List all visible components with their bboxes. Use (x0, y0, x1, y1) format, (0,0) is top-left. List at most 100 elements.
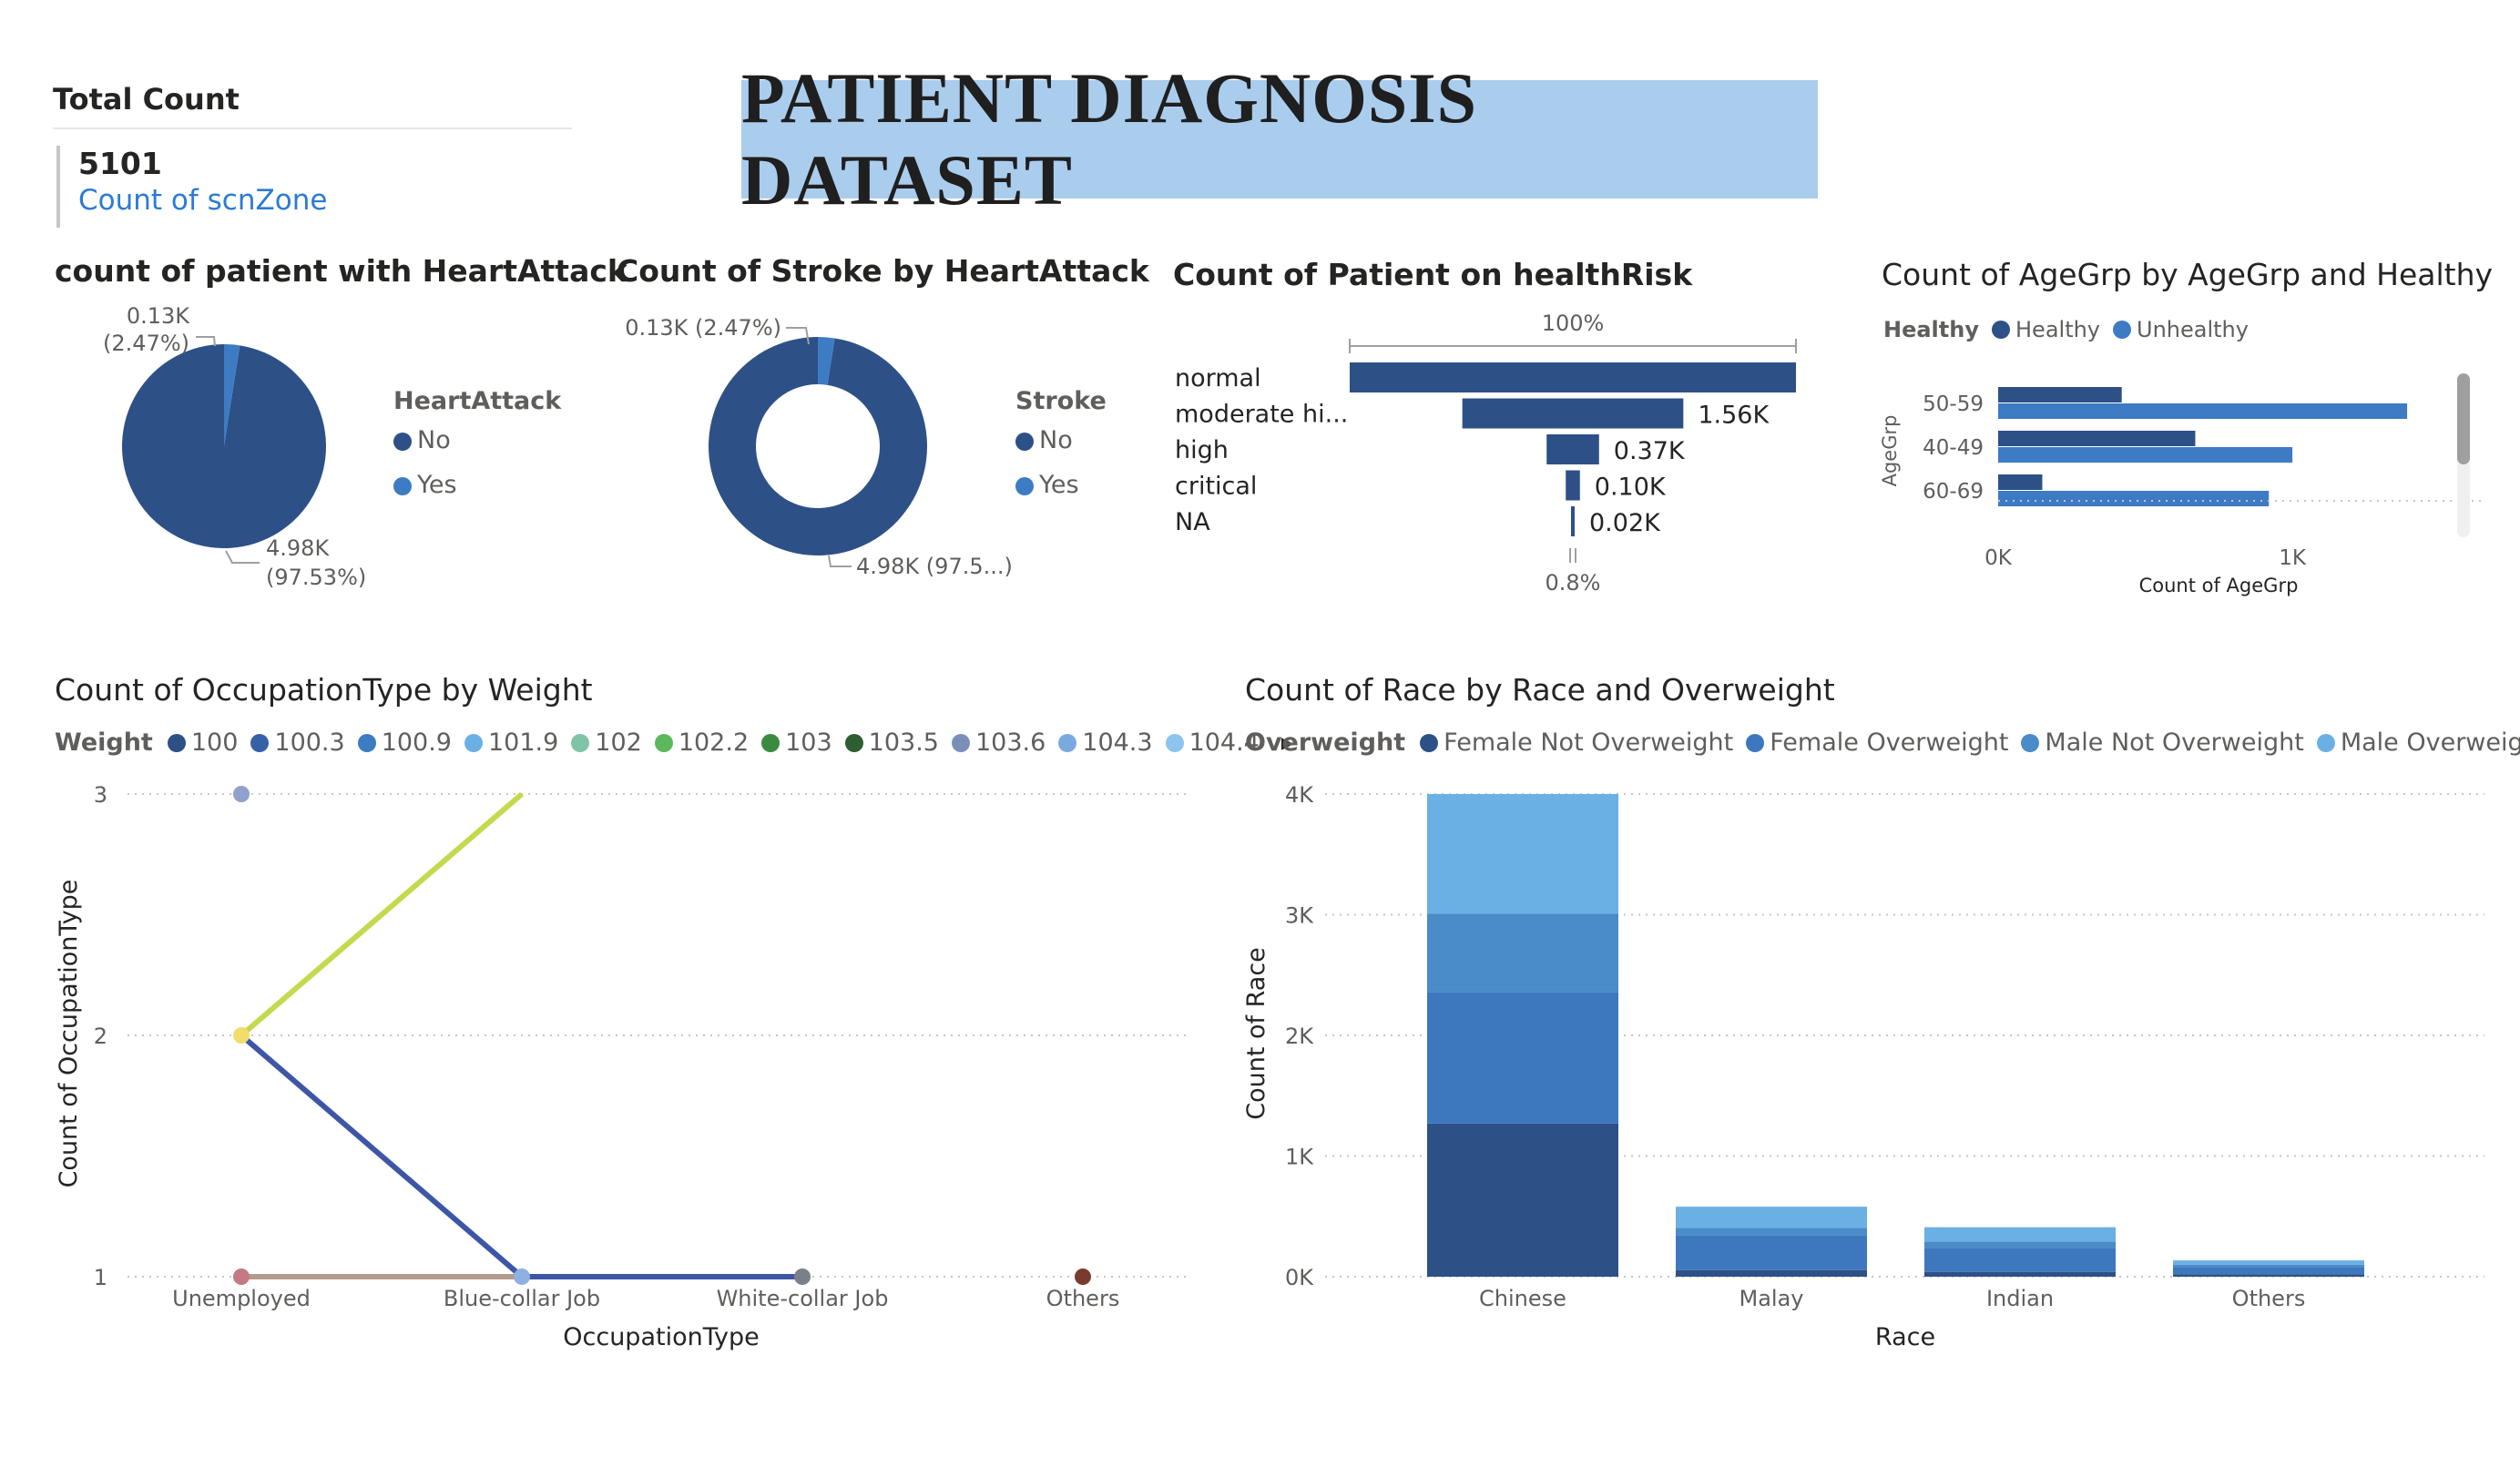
bar-segment (2173, 1260, 2364, 1265)
stroke-legend: Stroke No Yes (1015, 387, 1107, 499)
legend-label: Female Overweight (1770, 728, 2009, 757)
legend-item-weight[interactable]: 102 (571, 728, 642, 757)
agegrp-bar-chart[interactable]: 50-59 40-49 60-69 0K 1K AgeGrp Count of AgeG… (1876, 364, 2486, 610)
pie-label-yes-percent: (2.47%) (103, 331, 189, 356)
legend-item-healthy[interactable]: Healthy (1992, 317, 2100, 342)
bar-segment (2173, 1274, 2364, 1277)
legend-dot (393, 432, 412, 451)
race-chart-title: Count of Race by Race and Overweight (1245, 672, 1835, 708)
x-tick-label: Others (2232, 1286, 2306, 1311)
bar-segment (1924, 1227, 2116, 1242)
bar-healthy (1998, 474, 2043, 490)
legend-item-yes[interactable]: Yes (1015, 471, 1107, 499)
x-tick-label: Indian (1986, 1286, 2054, 1311)
x-axis-title: OccupationType (563, 1323, 759, 1351)
legend-item-unhealthy[interactable]: Unhealthy (2113, 317, 2249, 342)
legend-item-weight[interactable]: 103.5 (844, 728, 939, 757)
pie-label-no-value: 4.98K (266, 535, 330, 561)
scrollbar-thumb[interactable] (2457, 373, 2470, 464)
bar-segment (2173, 1267, 2364, 1275)
bar-healthy (1998, 387, 2122, 402)
legend-item-weight[interactable]: 104.3 (1058, 728, 1153, 757)
legend-item-overweight[interactable]: Female Not Overweight (1420, 728, 1733, 757)
legend-label: Yes (1039, 471, 1079, 499)
legend-dot (2021, 733, 2040, 752)
bar-segment (1427, 992, 1618, 1124)
y-tick-label: 2K (1285, 1024, 1314, 1049)
y-tick-label: 4K (1285, 782, 1314, 808)
legend-label: 104.4 (1189, 728, 1260, 757)
bar-segment (1676, 1235, 1867, 1270)
legend-dot (1058, 733, 1077, 752)
legend-dot (844, 733, 863, 752)
card-divider (53, 127, 572, 129)
legend-label: 104.3 (1082, 728, 1153, 757)
legend-item-weight[interactable]: 100 (167, 728, 238, 757)
y-tick-label: 1 (94, 1265, 107, 1290)
bar-healthy (1998, 431, 2196, 446)
legend-dot (167, 733, 186, 752)
y-axis-title: Count of Race (1242, 947, 1270, 1120)
card-subtitle: Count of scnZone (78, 184, 328, 217)
pie-leader-line (225, 550, 260, 564)
y-tick-label: 50-59 (1923, 392, 1984, 416)
pie-label-no-percent: (97.53%) (266, 565, 366, 590)
occupation-legend: Weight 100 100.3 100.9 101.9 102 102.2 103 103.… (55, 728, 1293, 757)
funnel-bar (1546, 434, 1599, 464)
bar-segment (1427, 794, 1618, 914)
x-tick-label: Chinese (1479, 1286, 1566, 1311)
total-count-card[interactable]: Total Count 5101 Count of scnZone (53, 82, 572, 228)
legend-item-weight[interactable]: 104.4 (1165, 728, 1260, 757)
stroke-donut-chart[interactable]: 0.13K (2.47%) 4.98K (97.5...) (619, 301, 1029, 592)
legend-dot (1165, 733, 1184, 752)
legend-item-weight[interactable]: 100.9 (357, 728, 452, 757)
y-axis-title: Count of OccupationType (55, 880, 83, 1188)
legend-item-yes[interactable]: Yes (393, 471, 561, 499)
legend-item-no[interactable]: No (1015, 426, 1107, 454)
race-stacked-chart[interactable]: 0K 1K 2K 3K 4K Chinese Malay Indian Others Count… (1239, 765, 2495, 1366)
legend-item-overweight[interactable]: Female Overweight (1746, 728, 2008, 757)
legend-item-no[interactable]: No (393, 426, 561, 454)
heartattack-pie-chart[interactable]: 0.13K (2.47%) 4.98K (97.53%) (55, 291, 638, 601)
legend-title: Overweight (1245, 728, 1406, 757)
x-tick-label: White-collar Job (717, 1286, 889, 1311)
funnel-category-label: critical (1175, 473, 1257, 501)
card-accent-bar (56, 146, 60, 228)
legend-item-overweight[interactable]: Male Overweight (2316, 728, 2520, 757)
legend-title: Healthy (1883, 317, 1979, 342)
healthrisk-funnel-chart[interactable]: 100% normal moderate hi... 1.56K high 0.37K c… (1166, 301, 1821, 601)
legend-label: Healthy (2015, 317, 2101, 342)
bar-segment (1924, 1248, 2116, 1272)
legend-label: No (417, 426, 451, 454)
healthrisk-chart-title: Count of Patient on healthRisk (1173, 257, 1693, 292)
funnel-bottom-percent: 0.8% (1546, 570, 1601, 596)
funnel-value-label: 0.10K (1595, 474, 1667, 502)
legend-label: 101.9 (487, 728, 559, 757)
bar-unhealthy (1998, 403, 2408, 419)
heartattack-chart-title: count of patient with HeartAttack (55, 253, 627, 289)
legend-scroll-arrow-icon[interactable]: ▸ (1280, 728, 1294, 757)
agegrp-chart-title: Count of AgeGrp by AgeGrp and Healthy (1882, 257, 2494, 292)
legend-dot (1420, 733, 1439, 752)
data-point (1075, 1269, 1091, 1285)
legend-item-weight[interactable]: 103.6 (951, 728, 1046, 757)
legend-item-weight[interactable]: 100.3 (250, 728, 345, 757)
data-point (233, 786, 250, 802)
series-line (240, 791, 524, 1038)
legend-item-weight[interactable]: 102.2 (654, 728, 749, 757)
pie-leader-line (196, 336, 216, 347)
legend-item-weight[interactable]: 101.9 (464, 728, 558, 757)
funnel-value-label: 0.37K (1614, 437, 1686, 465)
legend-dot (654, 733, 673, 752)
donut-leader-line (828, 555, 852, 567)
legend-item-overweight[interactable]: Male Not Overweight (2021, 728, 2304, 757)
bar-segment (1924, 1271, 2116, 1277)
occupation-line-chart[interactable]: 1 2 3 Unemployed Blue-collar Job White-collar… (55, 765, 1211, 1366)
legend-label: Male Not Overweight (2045, 728, 2304, 757)
data-point (233, 1027, 250, 1044)
legend-item-weight[interactable]: 103 (761, 728, 832, 757)
x-tick-label: 0K (1984, 546, 2013, 570)
bar-segment (1676, 1228, 1867, 1236)
card-value: 5101 (78, 146, 162, 181)
funnel-bar (1462, 398, 1684, 429)
